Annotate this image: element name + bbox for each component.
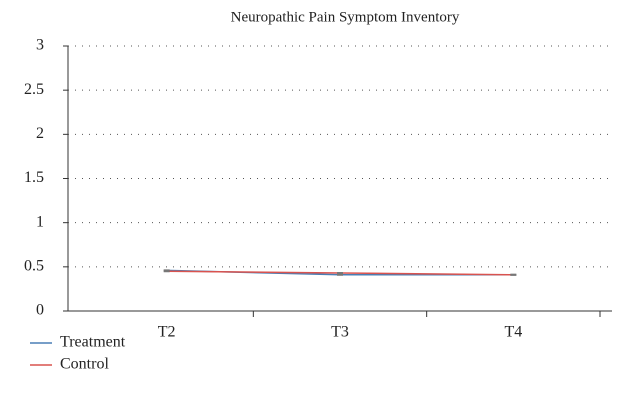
y-tick-label: 3 xyxy=(36,37,44,54)
x-tick-label: T3 xyxy=(331,324,349,341)
y-tick-label: 1.5 xyxy=(24,169,44,186)
y-tick-label: 2 xyxy=(36,125,44,142)
y-tick-label: 1 xyxy=(36,213,44,230)
x-tick-label: T4 xyxy=(504,324,522,341)
y-tick-label: 0 xyxy=(36,302,44,319)
y-tick-label: 2.5 xyxy=(24,81,44,98)
chart-title: Neuropathic Pain Symptom Inventory xyxy=(231,9,460,25)
x-tick-label: T2 xyxy=(158,324,176,341)
legend-label: Treatment xyxy=(60,334,126,351)
legend-label: Control xyxy=(60,356,109,373)
y-tick-label: 0.5 xyxy=(24,258,44,275)
